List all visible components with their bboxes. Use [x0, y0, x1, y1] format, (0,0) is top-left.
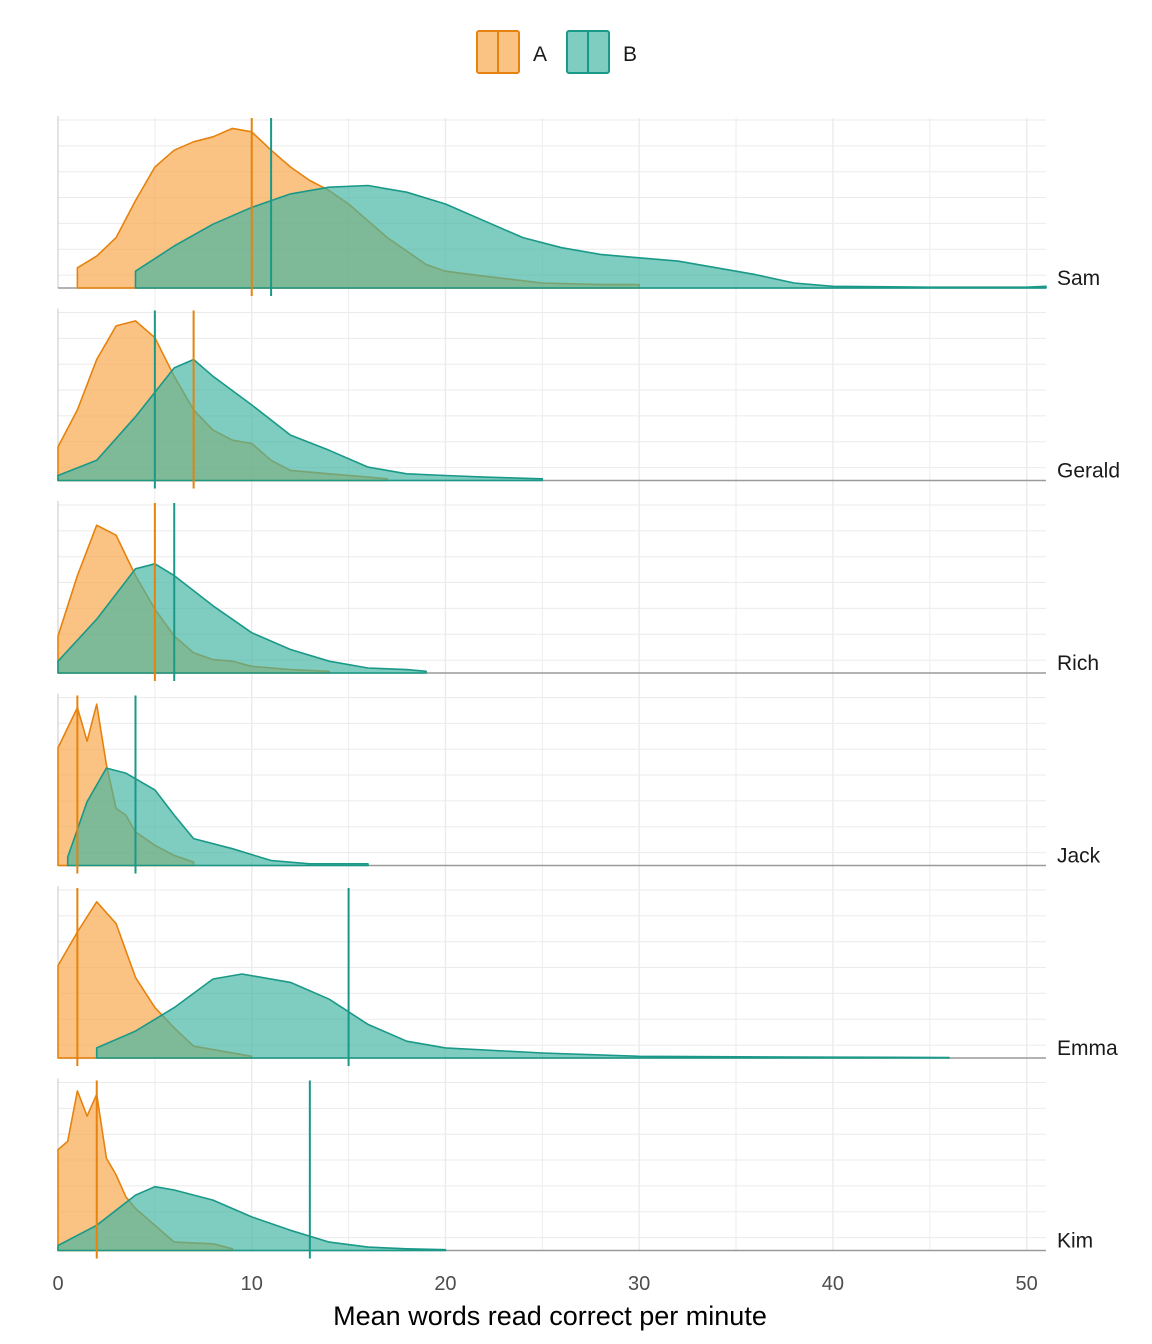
density-b-kim — [57, 1185, 447, 1252]
legend-label: A — [533, 43, 547, 66]
x-axis: 0 10 20 30 40 50 — [52, 1273, 1037, 1295]
facet-jack: Jack — [57, 693, 1101, 874]
facet-gerald: Gerald — [57, 308, 1120, 489]
legend-entry-b: B — [566, 30, 637, 74]
x-axis-title: Mean words read correct per minute — [333, 1301, 767, 1331]
facet-sam: Sam — [57, 116, 1100, 296]
x-tick-label: 0 — [52, 1273, 63, 1295]
density-b-gerald — [57, 358, 544, 482]
legend-label: B — [623, 43, 637, 66]
x-tick-label: 40 — [822, 1273, 844, 1295]
facet-label: Rich — [1057, 652, 1099, 675]
density-b-jack — [66, 767, 369, 867]
facet-kim: Kim — [57, 1078, 1093, 1259]
facet-rich: Rich — [57, 501, 1099, 681]
facet-label: Sam — [1057, 267, 1100, 290]
facet-label: Jack — [1057, 845, 1101, 868]
x-tick-label: 20 — [434, 1273, 456, 1295]
density-b-rich — [57, 563, 427, 674]
facet-label: Gerald — [1057, 460, 1120, 483]
legend-entry-a: A — [476, 30, 547, 74]
facet-label: Kim — [1057, 1230, 1093, 1253]
facet-label: Emma — [1057, 1037, 1118, 1060]
density-b-emma — [95, 973, 950, 1059]
x-tick-label: 10 — [241, 1273, 263, 1295]
x-tick-label: 30 — [628, 1273, 650, 1295]
facet-emma: Emma — [57, 886, 1118, 1066]
x-tick-label: 50 — [1016, 1273, 1038, 1295]
facet-panels: Sam Gerald Rich Jack Emma Kim — [57, 116, 1120, 1259]
